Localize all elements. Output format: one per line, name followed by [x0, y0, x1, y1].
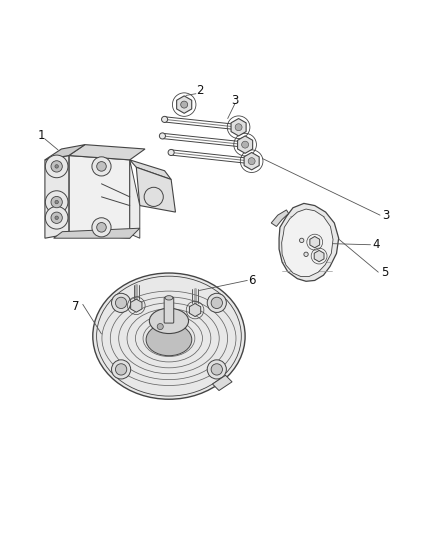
Circle shape: [51, 161, 62, 172]
Circle shape: [55, 200, 58, 204]
Polygon shape: [231, 118, 246, 136]
Circle shape: [235, 124, 242, 131]
Circle shape: [97, 223, 106, 232]
Circle shape: [116, 297, 127, 309]
Circle shape: [92, 218, 111, 237]
Polygon shape: [244, 152, 259, 170]
Circle shape: [51, 212, 62, 223]
Circle shape: [207, 360, 226, 379]
Ellipse shape: [149, 308, 188, 334]
Circle shape: [304, 252, 308, 256]
Circle shape: [144, 187, 163, 206]
Circle shape: [116, 364, 127, 375]
Polygon shape: [69, 144, 145, 160]
Text: 6: 6: [248, 274, 255, 287]
Polygon shape: [279, 204, 339, 281]
Polygon shape: [271, 210, 289, 227]
Circle shape: [242, 141, 249, 148]
FancyBboxPatch shape: [164, 297, 174, 323]
Circle shape: [92, 157, 111, 176]
Text: 5: 5: [381, 265, 388, 279]
Circle shape: [46, 191, 68, 213]
Polygon shape: [69, 156, 130, 238]
Circle shape: [55, 216, 58, 220]
Polygon shape: [314, 251, 324, 262]
Circle shape: [211, 364, 223, 375]
Circle shape: [51, 197, 62, 208]
Circle shape: [97, 161, 106, 171]
Polygon shape: [130, 160, 171, 180]
Circle shape: [162, 116, 168, 123]
Ellipse shape: [146, 324, 192, 356]
Polygon shape: [237, 136, 253, 154]
Circle shape: [46, 206, 68, 229]
Text: 3: 3: [382, 208, 389, 222]
Circle shape: [55, 165, 58, 168]
Circle shape: [46, 155, 68, 177]
Polygon shape: [177, 96, 192, 114]
Text: 1: 1: [38, 130, 45, 142]
Polygon shape: [130, 160, 140, 238]
Polygon shape: [136, 167, 176, 212]
Circle shape: [248, 158, 255, 165]
Circle shape: [159, 133, 166, 139]
Text: 4: 4: [373, 238, 380, 251]
Polygon shape: [310, 237, 320, 248]
Circle shape: [211, 297, 223, 309]
Circle shape: [300, 238, 304, 243]
Ellipse shape: [93, 273, 245, 399]
Polygon shape: [212, 375, 232, 391]
Polygon shape: [45, 156, 69, 238]
Polygon shape: [53, 156, 69, 236]
Polygon shape: [189, 303, 201, 317]
Text: 2: 2: [196, 84, 203, 96]
Circle shape: [112, 293, 131, 312]
Circle shape: [112, 360, 131, 379]
Text: 7: 7: [73, 300, 80, 313]
Text: 3: 3: [231, 94, 239, 107]
Polygon shape: [131, 299, 142, 312]
Ellipse shape: [165, 296, 173, 300]
Circle shape: [157, 324, 163, 329]
Polygon shape: [282, 209, 333, 277]
Polygon shape: [45, 144, 85, 160]
Circle shape: [207, 293, 226, 312]
Polygon shape: [53, 228, 140, 238]
Circle shape: [181, 101, 187, 108]
Circle shape: [168, 149, 174, 156]
